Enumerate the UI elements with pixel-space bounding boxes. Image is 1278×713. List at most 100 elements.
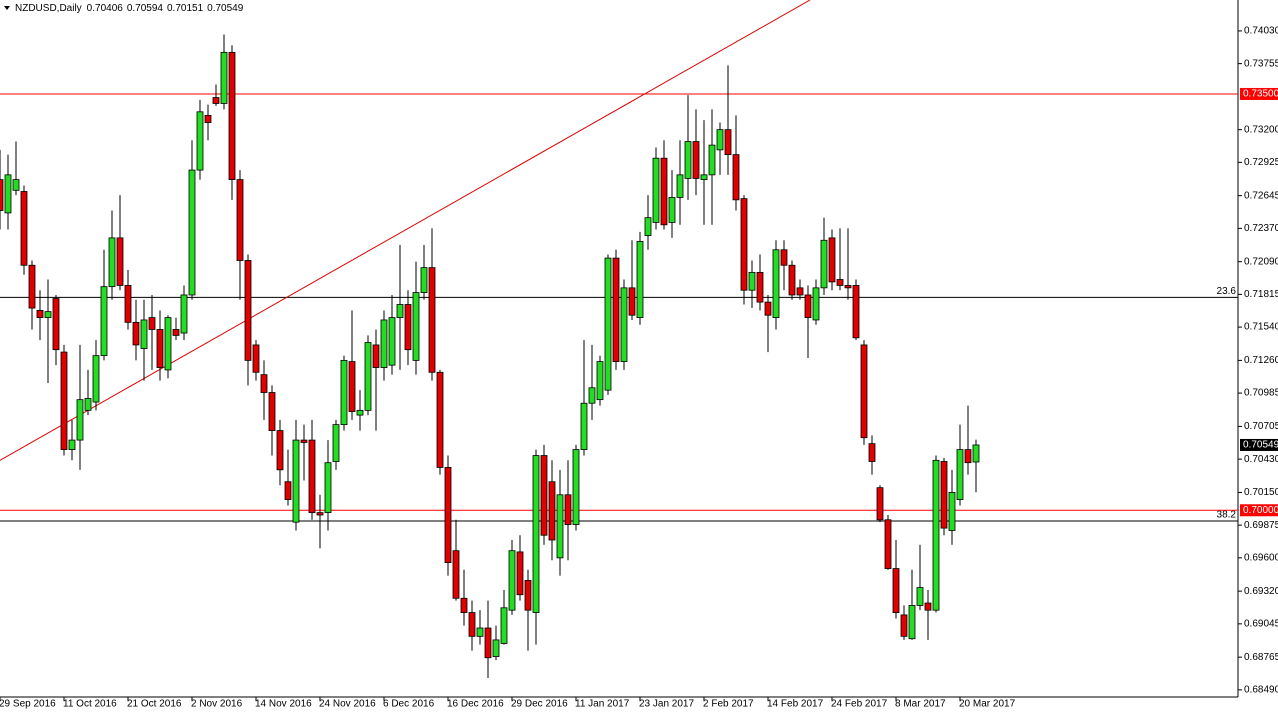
- candle-body: [292, 439, 300, 523]
- y-tick-label: 0.70150: [1244, 487, 1278, 498]
- candle-body: [20, 191, 28, 266]
- candle-body: [476, 627, 484, 637]
- candle-body: [188, 169, 196, 296]
- price-label: 0.73500: [1243, 89, 1278, 100]
- candle-body: [732, 154, 740, 201]
- candle-body: [372, 344, 380, 368]
- x-tick-label: 8 Mar 2017: [895, 699, 946, 710]
- candle-body: [420, 267, 428, 293]
- candle-body: [52, 298, 60, 351]
- x-tick-label: 23 Jan 2017: [639, 699, 694, 710]
- candle-body: [636, 241, 644, 318]
- candle-body: [324, 462, 332, 514]
- candle-body: [964, 449, 972, 464]
- candle-body: [228, 51, 236, 181]
- candle-body: [4, 174, 12, 214]
- candle-body: [60, 351, 68, 451]
- candle-body: [332, 424, 340, 462]
- candle-body: [108, 237, 116, 288]
- y-tick-label: 0.73200: [1244, 124, 1278, 135]
- candle-body: [748, 271, 756, 291]
- candle-body: [796, 287, 804, 296]
- candle-body: [604, 257, 612, 391]
- candle-body: [284, 481, 292, 500]
- candle-body: [852, 285, 860, 339]
- candle-body: [652, 157, 660, 223]
- candle-body: [28, 264, 36, 309]
- candle-body: [628, 287, 636, 316]
- candle-body: [196, 111, 204, 171]
- candle-body: [500, 607, 508, 644]
- candle-body: [524, 580, 532, 611]
- x-tick-label: 2 Feb 2017: [703, 699, 754, 710]
- candle-body: [756, 271, 764, 303]
- header-arrow: [4, 6, 10, 10]
- candle-body: [268, 392, 276, 431]
- candle-body: [772, 249, 780, 318]
- candle-body: [540, 455, 548, 536]
- candle-body: [764, 301, 772, 316]
- candle-body: [308, 439, 316, 514]
- candle-body: [876, 487, 884, 521]
- candle-body: [404, 304, 412, 351]
- fib-level-label: 23.6: [1217, 286, 1237, 297]
- current-price-label: 0.70549: [1243, 440, 1278, 451]
- candle-body: [276, 430, 284, 471]
- candle-body: [164, 317, 172, 371]
- candle-body: [36, 310, 44, 318]
- candle-body: [572, 449, 580, 525]
- candle-body: [788, 264, 796, 296]
- candle-body: [516, 551, 524, 596]
- candle-body: [364, 342, 372, 411]
- candle-body: [916, 587, 924, 606]
- candle-body: [708, 144, 716, 176]
- candle-body: [428, 267, 436, 373]
- candle-body: [932, 459, 940, 611]
- y-tick-label: 0.69320: [1244, 586, 1278, 597]
- candle-body: [820, 239, 828, 289]
- candle-body: [380, 319, 388, 368]
- candle-body: [660, 157, 668, 226]
- x-tick-label: 21 Oct 2016: [127, 699, 182, 710]
- candle-body: [844, 285, 852, 289]
- candle-body: [956, 449, 964, 500]
- candle-body: [316, 512, 324, 516]
- y-tick-label: 0.72645: [1244, 190, 1278, 201]
- candle-body: [452, 550, 460, 599]
- y-tick-label: 0.69600: [1244, 552, 1278, 563]
- candle-body: [140, 319, 148, 349]
- candle-body: [804, 294, 812, 318]
- y-tick-label: 0.72925: [1244, 157, 1278, 168]
- candle-body: [908, 605, 916, 640]
- candle-body: [68, 439, 76, 451]
- candle-body: [252, 344, 260, 373]
- candle-body: [220, 51, 228, 104]
- candle-body: [924, 602, 932, 611]
- candle-body: [892, 568, 900, 613]
- candle-body: [124, 285, 132, 323]
- candle-body: [260, 374, 268, 393]
- candle-body: [460, 597, 468, 613]
- y-tick-label: 0.71260: [1244, 355, 1278, 366]
- candle-body: [556, 494, 564, 559]
- candle-body: [12, 179, 20, 191]
- header-open: 0.70406: [87, 3, 124, 14]
- candle-body: [132, 321, 140, 346]
- candle-body: [212, 97, 220, 104]
- candle-body: [676, 174, 684, 198]
- candle-body: [828, 237, 836, 283]
- candle-body: [700, 174, 708, 181]
- candle-body: [692, 141, 700, 179]
- candle-body: [148, 317, 156, 330]
- price-label-box: [1240, 87, 1278, 100]
- candle-body: [484, 627, 492, 659]
- candle-body: [868, 443, 876, 462]
- y-tick-label: 0.68765: [1244, 652, 1278, 663]
- candle-body: [884, 519, 892, 569]
- header-low: 0.70151: [167, 3, 204, 14]
- y-tick-label: 0.70430: [1244, 454, 1278, 465]
- candle-body: [204, 114, 212, 123]
- y-tick-label: 0.70985: [1244, 388, 1278, 399]
